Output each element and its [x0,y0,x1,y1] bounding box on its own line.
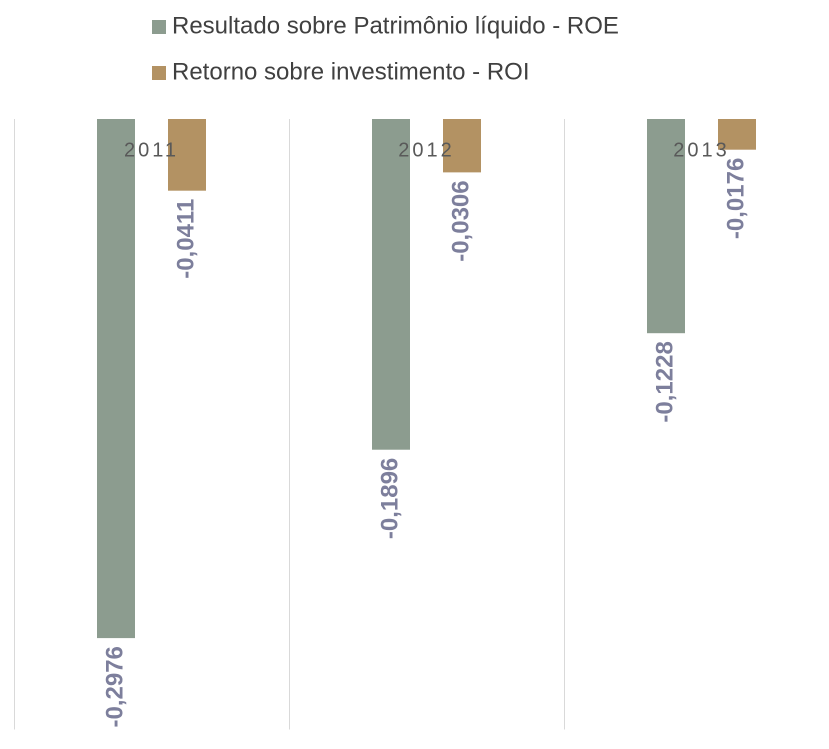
x-tick-label: 2011 [124,139,179,161]
data-label: -0,0306 [447,180,474,261]
legend-swatch [152,20,166,34]
bar [97,119,135,639]
data-label: -0,1228 [651,341,678,422]
x-tick-label: 2013 [673,139,730,161]
bar [647,119,685,334]
data-label: -0,0176 [722,158,749,239]
bar [168,119,206,191]
data-label: -0,1896 [376,458,403,539]
bar [443,119,481,173]
data-label: -0,0411 [172,199,199,279]
legend-label: Retorno sobre investimento - ROI [172,58,529,85]
bar [372,119,410,450]
legend-swatch [152,66,166,80]
data-label: -0,2976 [101,646,128,727]
bar [718,119,756,150]
legend-label: Resultado sobre Patrimônio líquido - ROE [172,12,619,39]
x-tick-label: 2012 [398,139,455,161]
